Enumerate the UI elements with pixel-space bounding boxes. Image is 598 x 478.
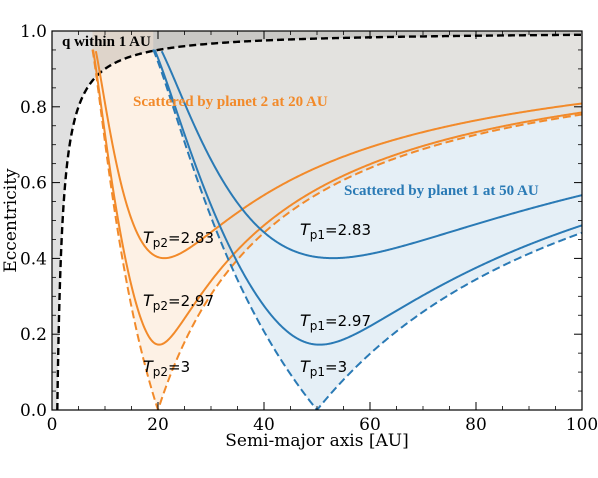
x-tick-label: 60	[359, 415, 381, 435]
y-tick-label: 0.2	[20, 325, 47, 345]
x-tick-label: 100	[566, 415, 598, 435]
planet2-region-fill	[92, 31, 582, 410]
curve-label-2: Tp2=3	[143, 357, 190, 379]
q-within-region-fill	[52, 31, 582, 410]
planet2-line-tp-2-83	[94, 50, 582, 260]
series-lines	[56, 33, 582, 410]
q-limit-line	[56, 33, 582, 410]
x-axis-label: Semi-major axis [AU]	[225, 431, 408, 451]
x-tick-label: 20	[147, 415, 169, 435]
curve-label-3: Tp1=2.83	[300, 220, 371, 242]
y-tick-label: 0.6	[20, 174, 47, 194]
planet2-line-tp-2-97	[92, 49, 582, 346]
y-tick-label: 0.8	[20, 98, 47, 118]
planet1-line-tp-2-83	[160, 50, 582, 260]
planet1-line-tp-3	[152, 49, 582, 410]
y-axis-label: Eccentricity	[1, 168, 21, 273]
curve-label-4: Tp1=2.97	[300, 311, 371, 333]
x-tick-label: 40	[253, 415, 275, 435]
text-labels: Semi-major axis [AU] Eccentricity q within…	[1, 34, 539, 451]
annotation-2: Scattered by planet 1 at 50 AU	[344, 183, 539, 199]
curve-label-5: Tp1=3	[300, 357, 347, 379]
annotation-1: Scattered by planet 2 at 20 AU	[133, 94, 328, 110]
curve-label-1: Tp2=2.97	[143, 291, 214, 313]
y-tick-label: 0.0	[20, 401, 47, 421]
x-tick-label: 0	[47, 415, 58, 435]
planet1-region-fill	[153, 31, 582, 410]
annotation-0: q within 1 AU	[62, 34, 151, 50]
x-tick-label: 80	[465, 415, 487, 435]
region-fills	[52, 31, 582, 410]
curve-label-0: Tp2=2.83	[143, 228, 214, 250]
y-tick-label: 0.4	[20, 249, 47, 269]
y-tick-label: 1.0	[20, 22, 47, 42]
planet1-line-tp-2-97	[153, 49, 582, 346]
planet2-line-tp-3	[91, 49, 582, 410]
axis-ticks: 0 20 40 60 80 100 0.0 0.2 0.4 0.6 0.8 1.0	[20, 22, 598, 435]
